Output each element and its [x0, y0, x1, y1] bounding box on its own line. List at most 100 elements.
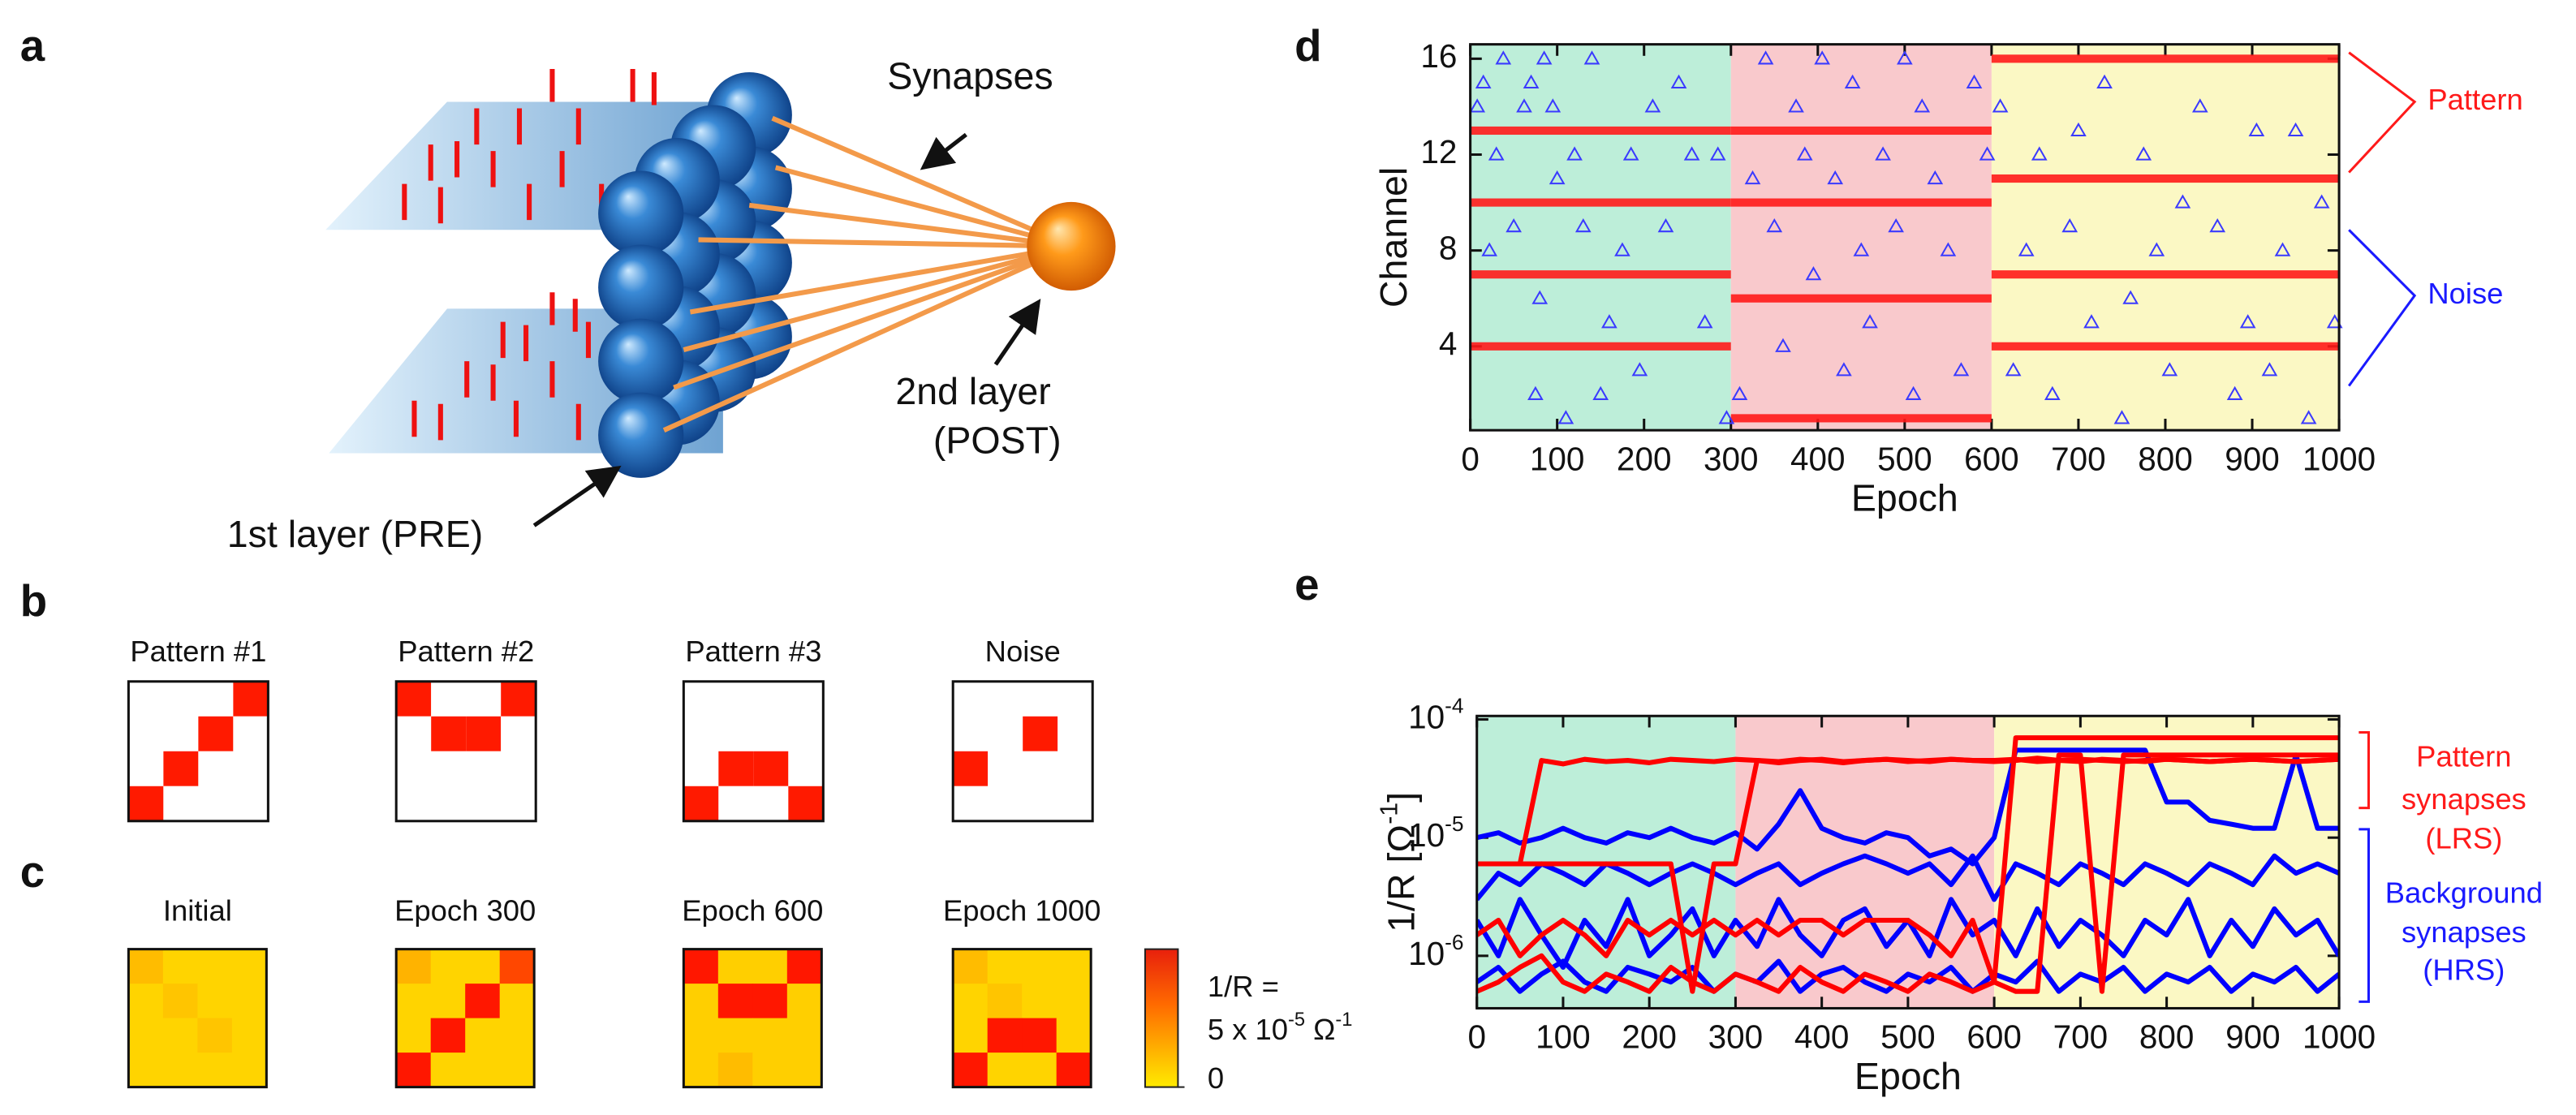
region: [1991, 44, 2340, 431]
noise-spike: [2018, 242, 2035, 256]
noise-spike: [1953, 362, 1970, 377]
label: 2nd layer: [895, 370, 1050, 412]
y-tick-label: 16: [1420, 37, 1457, 75]
x-tick-label: 0: [1467, 1018, 1486, 1056]
x-tick-label: 400: [1794, 1018, 1850, 1056]
heatmap-cell: [786, 949, 822, 984]
annotation: Background: [2385, 876, 2543, 909]
noise-spike: [1709, 146, 1726, 161]
noise-spike: [2061, 217, 2078, 233]
pattern-frame: [951, 680, 1094, 823]
pattern-spikes: [1730, 126, 1992, 136]
heatmap-cell: [128, 1053, 164, 1088]
heatmap-cell: [231, 949, 267, 984]
pattern-cell: [718, 751, 754, 786]
synapse-lines: [662, 115, 1073, 433]
pattern-cell: [683, 786, 719, 821]
y-tick-label: 12: [1420, 133, 1457, 170]
text-part: 5 x 10: [1208, 1012, 1288, 1045]
heatmap-cell: [197, 949, 233, 984]
text-part: 1/R [Ω: [1381, 824, 1423, 932]
pattern-cell: [431, 751, 467, 786]
pattern-spikes: [1730, 414, 1992, 423]
text-part: Ω: [1305, 1012, 1335, 1045]
pattern-frame: [127, 680, 269, 823]
noise-spike: [1622, 146, 1639, 161]
noise-spike: [1731, 385, 1748, 400]
noise-spike: [1592, 385, 1609, 400]
pattern-cell: [1023, 751, 1058, 786]
pattern-cell: [953, 681, 989, 717]
noise-spike: [1914, 98, 1931, 113]
annotation: (LRS): [2425, 822, 2502, 855]
noise-spike: [2122, 290, 2139, 304]
synapse-trace: [1476, 853, 2340, 902]
pattern-cell: [198, 751, 234, 786]
noise-spike: [1875, 146, 1891, 161]
pattern-cell: [788, 716, 824, 751]
text-part: 10: [1408, 935, 1445, 972]
annotation: Noise: [2427, 277, 2503, 310]
pattern-cell: [953, 786, 989, 821]
pattern-spikes: [1470, 342, 1731, 351]
synapse-trace: [1476, 756, 2340, 994]
heatmap-cell: [683, 984, 719, 1019]
y-tick-label: 10-6: [1408, 930, 1463, 972]
heatmap-cell: [1022, 1018, 1058, 1053]
heatmap-cell: [499, 984, 535, 1019]
pattern-spikes: [1470, 198, 1731, 207]
heatmap-cell: [499, 1053, 535, 1088]
noise-spike: [1862, 314, 1878, 329]
noise-spike: [1536, 50, 1553, 65]
pattern-cell: [788, 786, 824, 821]
annotation: (HRS): [2423, 954, 2505, 987]
bracket: [2348, 51, 2417, 174]
region: [1730, 44, 1992, 431]
heatmap-cell: [396, 1018, 432, 1053]
heatmap-cell: [987, 984, 1023, 1019]
noise-spike: [1566, 146, 1583, 161]
noise-spike: [1631, 362, 1648, 377]
pattern-cell: [233, 716, 269, 751]
x-tick-label: 300: [1708, 1018, 1764, 1056]
pattern-cell: [163, 681, 199, 717]
heatmap-cell: [396, 1053, 432, 1088]
noise-spike: [1757, 50, 1774, 65]
noise-spike: [2239, 314, 2256, 329]
text-part: -4: [1445, 694, 1463, 718]
noise-spike: [2044, 385, 2061, 400]
noise-spike: [2096, 74, 2113, 88]
pattern-cell: [683, 716, 719, 751]
noise-spike: [2226, 385, 2243, 400]
heatmap-frame: [951, 948, 1092, 1089]
heatmap-cell: [430, 984, 466, 1019]
noise-spike: [1481, 242, 1498, 256]
arrow: [993, 299, 1041, 366]
heatmap-cell: [752, 949, 788, 984]
heatmap-cell: [499, 1018, 535, 1053]
heatmap-cell: [953, 1018, 989, 1053]
panel-label: a: [20, 21, 45, 71]
label: 1st layer (PRE): [227, 513, 483, 555]
spike-trains: [402, 68, 657, 441]
heatmap-cell: [717, 984, 753, 1019]
y-axis-title: 1/R [Ω-1]: [1376, 792, 1423, 932]
annotation: Pattern: [2416, 740, 2511, 773]
heatmap-cell: [1056, 1018, 1092, 1053]
noise-spike: [1940, 242, 1957, 256]
pattern-cell: [1023, 716, 1058, 751]
synapse: [698, 237, 1071, 249]
x-tick-label: 900: [2225, 1018, 2281, 1056]
pattern-cell: [396, 751, 432, 786]
noise-spike: [1544, 98, 1562, 113]
pattern-spikes: [1470, 126, 1731, 136]
heatmap-cell: [465, 1018, 501, 1053]
pattern-cell: [431, 716, 467, 751]
heatmap-cell: [752, 1018, 788, 1053]
pattern-cell: [501, 786, 536, 821]
heatmap-cell: [683, 949, 719, 984]
heatmap-cell: [1022, 984, 1058, 1019]
pattern-title: Pattern #1: [130, 635, 266, 668]
noise-spike: [2313, 194, 2330, 209]
